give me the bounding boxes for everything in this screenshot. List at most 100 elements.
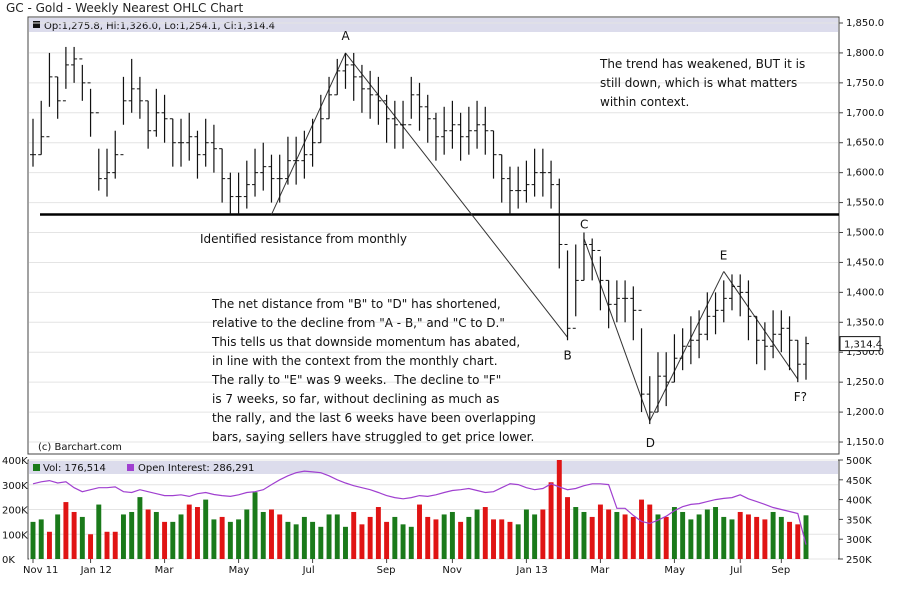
oi-legend: Open Interest: 286,291 (138, 463, 254, 474)
volume-bar (597, 504, 603, 559)
ohlc-bar (317, 94, 324, 144)
volume-bar (203, 499, 209, 559)
ohlc-bar (794, 339, 801, 383)
x-tick-label: Sep (771, 565, 790, 576)
volume-bar (55, 514, 61, 559)
price-tick-label: 1,550.0 (846, 198, 884, 209)
volume-bar (704, 509, 710, 559)
volume-bar (186, 504, 192, 559)
volume-bar (392, 516, 398, 559)
ohlc-bar (613, 280, 620, 323)
ohlc-bar (728, 274, 735, 311)
swing-label: D (646, 436, 655, 450)
volume-legend-bar (29, 461, 838, 474)
ohlc-bar (186, 112, 193, 161)
ohlc-bar (622, 280, 629, 323)
note-analysis: The net distance from "B" to "D" has sho… (212, 297, 536, 444)
volume-bar (326, 514, 332, 559)
volume-bar (367, 516, 373, 559)
volume-bar (499, 519, 505, 559)
ohlc-bar (416, 82, 423, 131)
ohlc-bar (210, 124, 217, 173)
price-tick-label: 1,300.0 (846, 347, 884, 358)
trend-line (345, 52, 568, 338)
volume-bar (433, 519, 439, 559)
ohlc-bar (260, 142, 267, 191)
ohlc-bar (597, 249, 604, 311)
volume-bar (236, 519, 242, 559)
x-tick-label: Nov (442, 565, 462, 576)
trend-line (649, 271, 725, 422)
price-tick-label: 1,250.0 (846, 377, 884, 388)
ohlc-bar (54, 76, 61, 119)
volume-bar (301, 516, 307, 559)
x-tick-label: Jan 13 (515, 565, 547, 576)
volume-bar (614, 511, 620, 559)
volume-bar (622, 514, 628, 559)
swing-label: C (580, 217, 588, 231)
volume-bar (30, 521, 36, 559)
ohlc-bar (334, 58, 341, 96)
volume-bar (449, 511, 455, 559)
ohlc-bar (62, 46, 69, 102)
volume-bar (573, 507, 579, 559)
volume-bar (162, 521, 168, 559)
volume-bar (630, 516, 636, 559)
volume-bar (729, 519, 735, 559)
ohlc-bar (268, 154, 275, 203)
volume-bar (384, 521, 390, 559)
oi-tick-label: 450K (846, 476, 872, 487)
ohlc-bar (46, 52, 53, 138)
ohlc-bar (104, 148, 111, 197)
ohlc-bars (30, 46, 809, 425)
volume-bar (466, 516, 472, 559)
ohlc-bar (276, 154, 283, 203)
price-panel-frame (27, 16, 840, 455)
volume-bar (770, 511, 776, 559)
volume-bar (721, 516, 727, 559)
x-tick-label: Jul (729, 565, 742, 576)
ohlc-bar (474, 100, 481, 149)
ohlc-bar (441, 106, 448, 155)
volume-bar (88, 534, 94, 559)
oi-tick-label: 500K (846, 456, 872, 467)
ohlc-bar (432, 112, 439, 161)
price-legend-marker (33, 21, 40, 28)
ohlc-bar (786, 316, 793, 371)
volume-bar (195, 507, 200, 559)
volume-bar (581, 511, 587, 559)
volume-bar (351, 511, 357, 559)
ohlc-bar (539, 148, 546, 197)
ohlc-bar (194, 130, 201, 179)
ohlc-bar (235, 172, 242, 215)
volume-bar (589, 516, 595, 559)
volume-bar (310, 521, 316, 559)
volume-bar (153, 511, 159, 559)
volume-bar (293, 524, 299, 559)
ohlc-bar (696, 310, 703, 359)
volume-bar (219, 516, 225, 559)
volume-bar (639, 499, 644, 559)
volume-bar (417, 504, 422, 559)
price-axis: 1,150.0 1,200.0 1,250.0 1,300.0 1,350.0 1,400… (839, 18, 884, 448)
volume-tick-label: 200K (2, 506, 28, 517)
ohlc-bar (71, 46, 78, 83)
ohlc-bar (153, 88, 160, 137)
ohlc-bar (95, 112, 102, 191)
volume-bar (400, 524, 406, 559)
ohlc-bar (424, 94, 431, 143)
volume-bar (277, 514, 283, 559)
volume-bar (375, 507, 381, 559)
ohlc-bar (605, 279, 612, 329)
swing-label: E (720, 248, 728, 262)
ohlc-bar (301, 130, 308, 179)
volume-tick-label: 300K (2, 481, 28, 492)
note-trend: The trend has weakened, BUT it is still … (600, 57, 806, 109)
swing-labels: A B C D E F? (341, 29, 807, 450)
ohlc-bar (391, 100, 398, 149)
volume-bar (285, 521, 291, 559)
ohlc-bar (654, 352, 661, 413)
ohlc-bar (564, 243, 571, 341)
ohlc-bar (87, 82, 94, 137)
ohlc-bar (687, 316, 694, 365)
